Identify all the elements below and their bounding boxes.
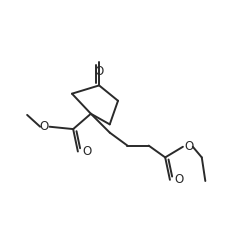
Text: O: O bbox=[94, 65, 104, 78]
Text: O: O bbox=[175, 173, 184, 186]
Text: O: O bbox=[39, 120, 48, 133]
Text: O: O bbox=[83, 145, 92, 158]
Text: O: O bbox=[184, 140, 193, 153]
